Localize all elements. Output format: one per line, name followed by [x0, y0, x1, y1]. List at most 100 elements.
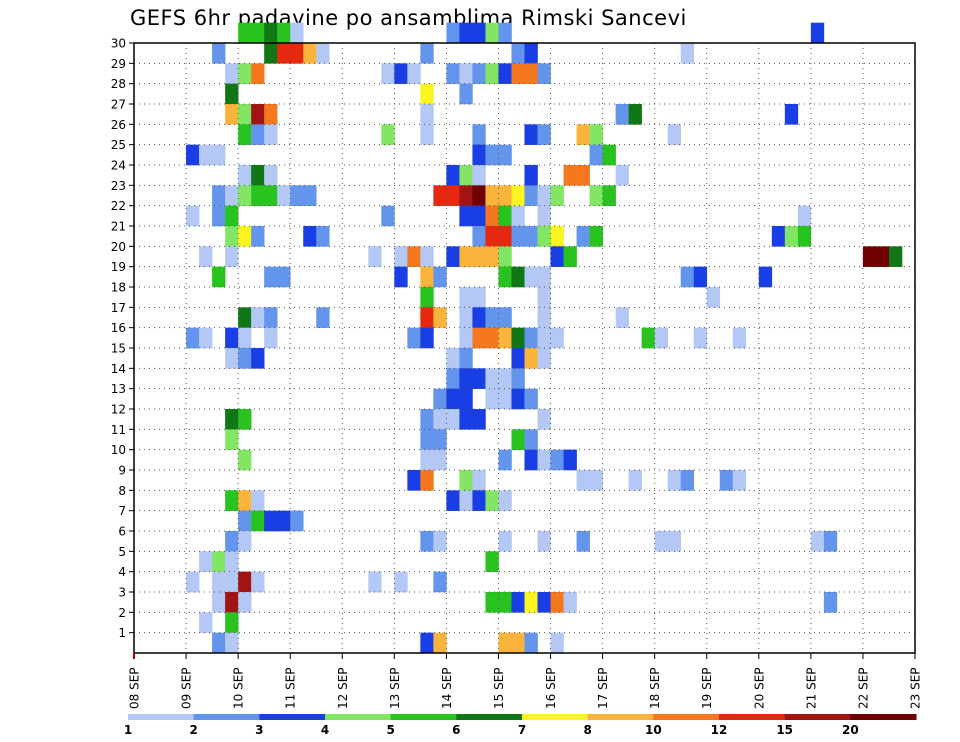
heatmap-cell	[550, 632, 564, 654]
heatmap-cell	[680, 266, 695, 288]
heatmap-cell	[212, 571, 226, 593]
heatmap-cell	[225, 409, 239, 430]
heatmap-cell	[537, 409, 551, 430]
heatmap-cell	[212, 592, 226, 613]
heatmap-cell	[381, 63, 395, 84]
heatmap-cell	[264, 185, 278, 206]
legend-swatch	[193, 714, 260, 720]
heatmap-cell	[212, 185, 226, 206]
heatmap-cell	[368, 246, 382, 267]
heatmap-cell	[238, 226, 252, 247]
heatmap-cell	[186, 144, 200, 166]
heatmap-cell	[537, 531, 551, 552]
heatmap-cell	[524, 185, 538, 206]
axes: 1234567891011121314151617181920212223242…	[111, 37, 923, 710]
y-tick-label: 6	[118, 525, 126, 539]
heatmap-cell	[238, 307, 252, 328]
chart-title: GEFS 6hr padavine po ansamblima Rimski S…	[130, 6, 687, 30]
heatmap-cell	[524, 165, 538, 186]
heatmap-cell	[810, 531, 825, 552]
heatmap-cell	[511, 592, 525, 613]
heatmap-cell	[251, 307, 265, 328]
heatmap-cell	[251, 490, 265, 511]
heatmap-cell	[576, 124, 590, 145]
heatmap-cell	[511, 632, 525, 654]
heatmap-cell	[316, 43, 330, 64]
y-tick-label: 22	[111, 199, 126, 213]
heatmap-cell	[225, 83, 239, 105]
heatmap-cell	[537, 287, 551, 308]
x-tick-label: 14 SEP	[440, 667, 454, 709]
y-tick-label: 1	[118, 626, 126, 640]
heatmap-cell	[511, 185, 525, 206]
heatmap-cell	[264, 510, 278, 532]
heatmap-cell	[277, 266, 291, 288]
heatmap-cell	[459, 388, 473, 410]
heatmap-cell	[446, 22, 460, 44]
heatmap-cell	[485, 22, 499, 44]
heatmap-cell	[420, 307, 434, 328]
heatmap-cell	[446, 348, 460, 369]
heatmap-cell	[628, 470, 642, 491]
heatmap-cell	[459, 348, 473, 369]
heatmap-cell	[784, 226, 799, 247]
heatmap-cell	[680, 43, 695, 64]
heatmap-cell	[537, 307, 551, 328]
heatmap-cell	[524, 449, 538, 471]
x-tick-label: 20 SEP	[752, 667, 766, 709]
heatmap-cell	[641, 327, 655, 349]
heatmap-cell	[264, 266, 278, 288]
y-tick-label: 20	[111, 240, 126, 254]
heatmap-cell	[238, 510, 252, 532]
heatmap-cell	[225, 632, 239, 654]
heatmap-cell	[264, 307, 278, 328]
y-tick-label: 18	[111, 281, 126, 295]
y-tick-label: 9	[118, 464, 126, 478]
heatmap-cell	[225, 429, 239, 450]
legend-label: 10	[645, 723, 662, 737]
heatmap-cell	[498, 266, 512, 288]
heatmap-cell	[732, 470, 747, 491]
heatmap-cell	[472, 490, 486, 511]
heatmap-cell	[420, 287, 434, 308]
heatmap-cell	[225, 327, 239, 349]
heatmap-cell	[420, 632, 434, 654]
heatmap-cell	[472, 22, 486, 44]
heatmap-cell	[472, 470, 486, 491]
heatmap-cell	[472, 205, 486, 227]
heatmap-cell	[420, 246, 434, 267]
heatmap-cell	[446, 63, 460, 84]
heatmap-cell	[420, 429, 434, 450]
heatmap-cell	[589, 226, 603, 247]
heatmap-cell	[667, 470, 681, 491]
heatmap-cell	[797, 226, 812, 247]
heatmap-cell	[420, 409, 434, 430]
y-tick-label: 19	[111, 260, 126, 274]
heatmap-cell	[472, 144, 486, 166]
heatmap-cell	[459, 490, 473, 511]
heatmap-cell	[264, 327, 278, 349]
y-tick-label: 29	[111, 57, 126, 71]
heatmap-cell	[810, 22, 825, 44]
x-tick-label: 22 SEP	[856, 667, 870, 709]
heatmap-cell	[407, 327, 421, 349]
legend-swatch	[587, 714, 654, 720]
heatmap-cell	[602, 144, 616, 166]
heatmap-cell	[537, 63, 551, 84]
x-tick-label: 15 SEP	[492, 667, 506, 709]
heatmap-cell	[459, 246, 473, 267]
heatmap-cell	[511, 205, 525, 227]
heatmap-cell	[251, 165, 265, 186]
heatmap-cell	[524, 63, 538, 84]
heatmap-cell	[212, 551, 226, 572]
y-tick-label: 5	[118, 545, 126, 559]
legend-label: 2	[189, 723, 197, 737]
y-tick-label: 3	[118, 586, 126, 600]
heatmap-cell	[238, 22, 252, 44]
heatmap-cell	[498, 449, 512, 471]
heatmap-cell	[303, 43, 317, 64]
color-legend: 1 2 3 4 5 6 7 8 10 12 15 20	[124, 714, 917, 737]
legend-swatch	[522, 714, 589, 720]
heatmap-cell	[251, 22, 265, 44]
heatmap-cell	[407, 63, 421, 84]
